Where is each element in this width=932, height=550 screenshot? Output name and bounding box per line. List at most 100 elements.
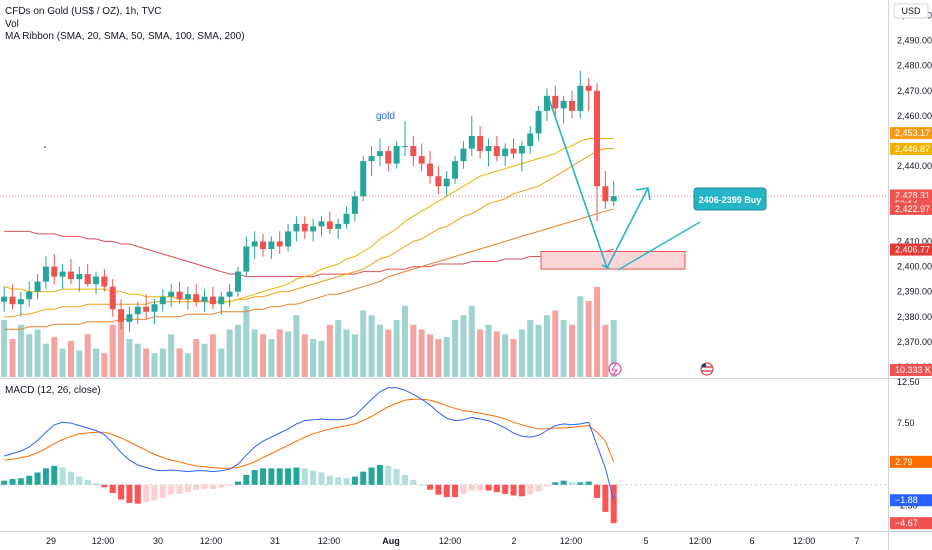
macd-indicator-label[interactable]: MACD (12, 26, close) [5, 385, 101, 396]
macd-histogram-bar [477, 484, 484, 491]
candle-body [34, 281, 41, 292]
macd-axis-tag-text: 2.79 [895, 457, 913, 467]
macd-histogram-bar [602, 484, 609, 512]
macd-histogram-bar [535, 484, 542, 492]
volume-bar [335, 320, 342, 377]
candle-body [477, 136, 484, 152]
candle-body [243, 246, 250, 272]
macd-tick-label: 7.50 [897, 418, 915, 428]
macd-axis-tag [890, 517, 932, 530]
macd-histogram-bar [251, 469, 258, 485]
macd-histogram-bar [427, 484, 434, 490]
candle-body [118, 309, 125, 322]
time-axis-label: 12:00 [200, 536, 223, 546]
price-axis-tag [890, 243, 932, 256]
macd-axis-tag-text: −1.88 [895, 495, 918, 505]
macd-histogram-bar [460, 484, 467, 494]
price-tick-label: 2,460.00 [897, 111, 932, 121]
lightning-icon [608, 362, 622, 376]
buy-zone-box [540, 250, 686, 270]
volume-bar [268, 339, 275, 377]
price-axis-tag [890, 142, 932, 155]
volume-bar [243, 305, 250, 377]
candle-body [610, 196, 617, 202]
candle-body [568, 100, 575, 111]
volume-bar [118, 310, 125, 377]
macd-histogram-bar [209, 484, 216, 489]
macd-histogram-bar [326, 475, 333, 485]
macd-histogram-bar [568, 482, 575, 485]
macd-histogram-bar [443, 484, 450, 498]
price-axis-tag-text: 2,446.87 [895, 144, 930, 154]
time-axis-label: 12:00 [793, 536, 816, 546]
ma-ribbon-indicator-label[interactable]: MA Ribbon (SMA, 20, SMA, 50, SMA, 100, S… [5, 31, 245, 42]
volume-bar [310, 339, 317, 377]
volume-bar [151, 353, 158, 377]
price-axis-tag-text: 2,453.17 [895, 128, 930, 138]
time-axis-label: 7 [854, 536, 859, 546]
volume-bar [552, 310, 559, 377]
candle-body [527, 133, 534, 147]
price-axis-tag-text: 2,406.77 [895, 245, 930, 255]
volume-bar [9, 339, 16, 377]
candle-body [435, 176, 442, 187]
price-axis-tag-text: 2,428.31 [895, 190, 930, 200]
macd-histogram-bar [134, 484, 141, 504]
time-axis-label: 6 [749, 536, 754, 546]
volume-bar [285, 331, 292, 377]
volume-bar [168, 334, 175, 377]
candle-body [59, 271, 66, 277]
volume-bar [477, 329, 484, 377]
macd-histogram-bar [201, 484, 208, 489]
candle-body [184, 294, 191, 300]
volume-bar [143, 348, 150, 377]
macd-histogram-bar [109, 484, 116, 493]
macd-histogram-bar [268, 468, 275, 485]
macd-histogram-bar [67, 471, 74, 485]
volume-bar [510, 339, 517, 377]
macd-histogram-bar [343, 478, 350, 485]
macd-histogram-bar [335, 477, 342, 485]
candle-body [452, 161, 459, 179]
volume-bar [260, 334, 267, 377]
candle-body [285, 231, 292, 247]
symbol-title[interactable]: CFDs on Gold (US$ / OZ), 1h, TVC [5, 6, 162, 17]
macd-histogram-bar [510, 484, 517, 496]
macd-histogram-bar [301, 468, 308, 485]
sma50-line [4, 148, 614, 318]
candle-body [201, 296, 208, 302]
time-axis-label: 29 [46, 536, 56, 546]
candle-body [1, 296, 8, 302]
sma100-line [4, 208, 614, 330]
volume-bar [452, 320, 459, 377]
volume-bar [443, 337, 450, 377]
macd-histogram-bar [585, 481, 592, 485]
volume-bar [67, 340, 74, 377]
volume-bar [401, 305, 408, 377]
macd-histogram-bar [318, 472, 325, 485]
volume-bar [193, 339, 200, 377]
macd-histogram-bar [168, 484, 175, 495]
volume-bar [393, 320, 400, 377]
volume-bar [610, 320, 617, 377]
macd-axis-tag [890, 455, 932, 468]
macd-histogram-bar [485, 484, 492, 491]
price-axis-tag-text: 2,422.97 [895, 204, 930, 214]
volume-indicator-label[interactable]: Vol [5, 19, 19, 30]
candle-body [42, 266, 49, 282]
volume-bar [368, 315, 375, 377]
candle-body [193, 294, 200, 302]
volume-bar [209, 334, 216, 377]
macd-histogram-bar [17, 478, 24, 485]
price-tick-label: 2,390.00 [897, 287, 932, 297]
macd-histogram-bar [401, 474, 408, 485]
candle-body [51, 266, 58, 277]
price-tick-label: 2,370.00 [897, 337, 932, 347]
time-axis-label: 5 [643, 536, 648, 546]
candle-body [585, 85, 592, 91]
candle-body [168, 291, 175, 297]
price-tick-label: 2,480.00 [897, 61, 932, 71]
volume-bar [568, 324, 575, 377]
candle-body [126, 314, 133, 322]
